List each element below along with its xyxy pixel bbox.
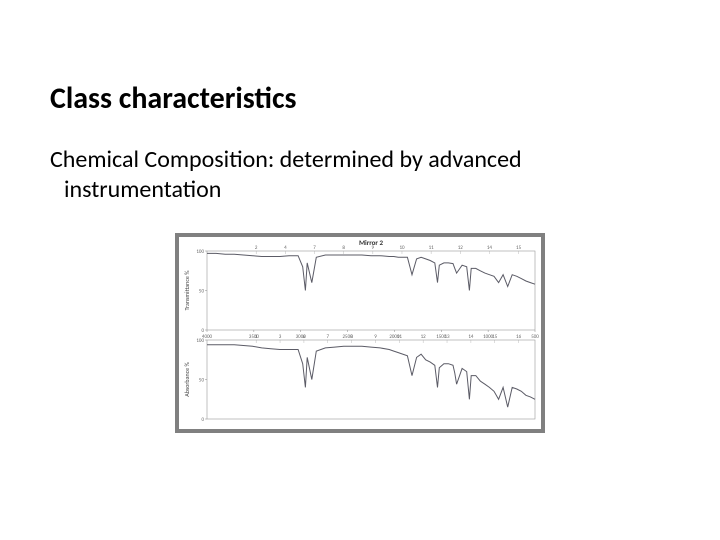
- svg-text:6: 6: [303, 334, 306, 340]
- svg-text:7: 7: [326, 334, 329, 340]
- svg-text:12: 12: [421, 334, 427, 340]
- svg-text:7: 7: [313, 245, 316, 251]
- chart-container: 050100Transmittance %2478910111214154000…: [50, 233, 670, 433]
- svg-text:50: 50: [199, 378, 205, 384]
- svg-text:15: 15: [492, 334, 498, 340]
- svg-text:1: 1: [255, 334, 258, 340]
- slide-title: Class characteristics: [50, 80, 670, 117]
- svg-text:Absorbance %: Absorbance %: [183, 362, 191, 397]
- slide-body-text: Chemical Composition: determined by adva…: [50, 145, 670, 205]
- svg-text:9: 9: [374, 334, 377, 340]
- svg-text:14: 14: [487, 245, 493, 251]
- svg-text:2: 2: [255, 245, 258, 251]
- svg-text:50: 50: [199, 289, 205, 295]
- svg-text:15: 15: [516, 245, 522, 251]
- svg-text:10: 10: [399, 245, 405, 251]
- svg-text:13: 13: [444, 334, 450, 340]
- svg-text:Transmittance %: Transmittance %: [183, 270, 191, 311]
- svg-text:100: 100: [196, 338, 204, 344]
- svg-text:14: 14: [468, 334, 474, 340]
- svg-text:8: 8: [342, 245, 345, 251]
- svg-text:11: 11: [429, 245, 435, 251]
- svg-text:12: 12: [458, 245, 464, 251]
- svg-text:100: 100: [196, 249, 204, 255]
- svg-text:3: 3: [279, 334, 282, 340]
- svg-text:11: 11: [397, 334, 403, 340]
- spectra-chart: 050100Transmittance %2478910111214154000…: [179, 237, 541, 429]
- svg-text:8: 8: [350, 334, 353, 340]
- svg-text:Mirror 2: Mirror 2: [359, 238, 384, 247]
- svg-text:500: 500: [531, 334, 539, 340]
- svg-text:16: 16: [516, 334, 522, 340]
- svg-text:0: 0: [201, 417, 204, 423]
- svg-text:4: 4: [284, 245, 287, 251]
- chart-frame: 050100Transmittance %2478910111214154000…: [175, 233, 545, 433]
